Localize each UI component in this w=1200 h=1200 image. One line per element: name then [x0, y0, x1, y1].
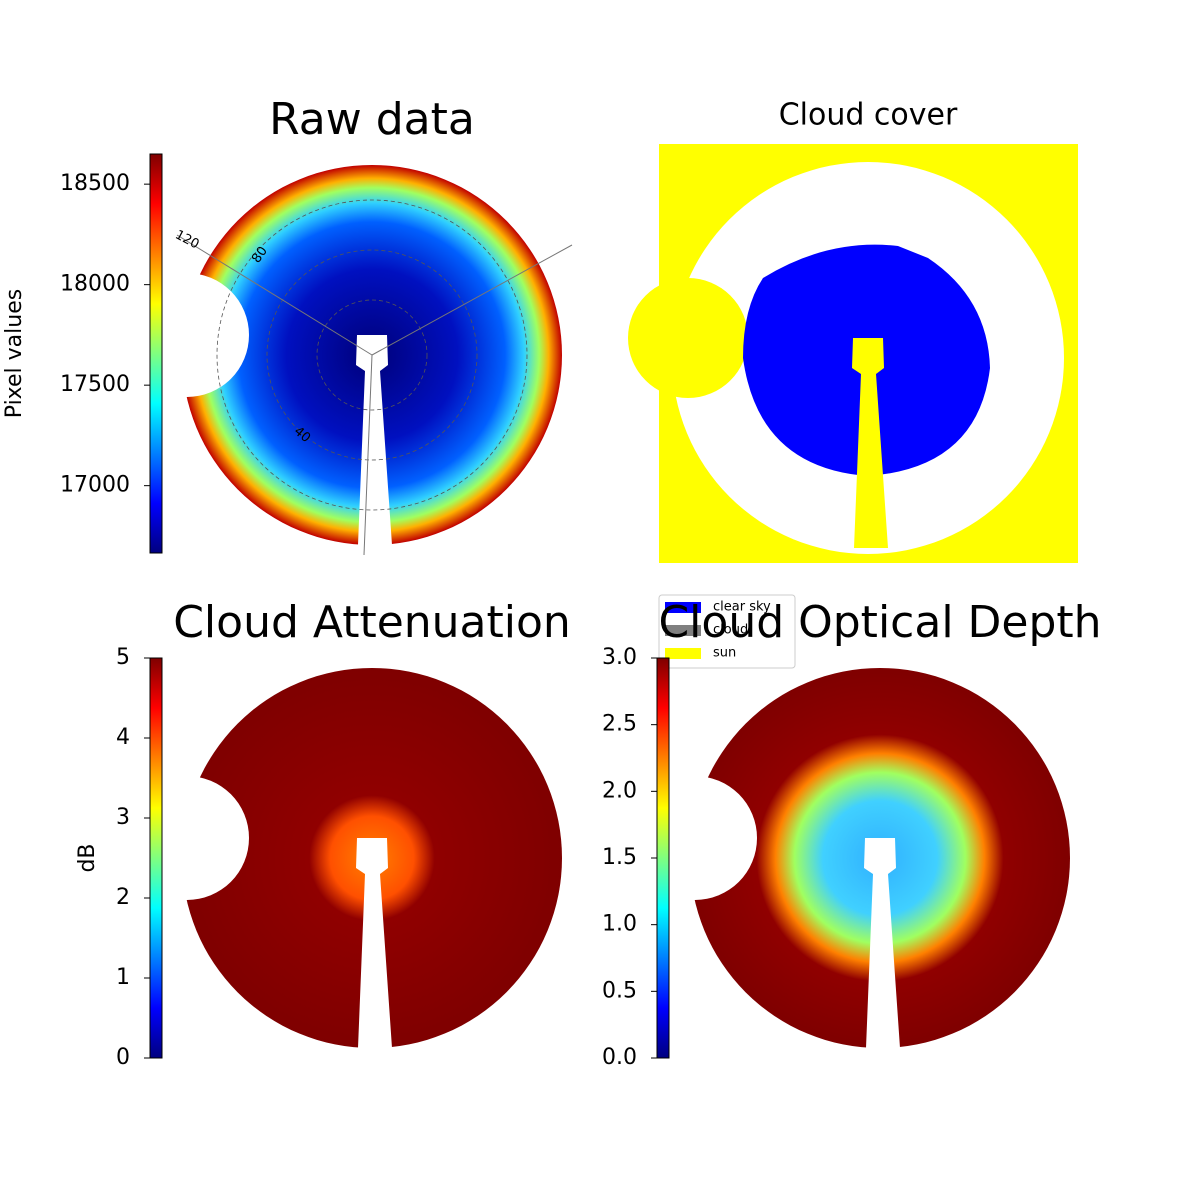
colorbar-tick-label: 17500 [60, 372, 130, 397]
panel-title: Cloud cover [779, 98, 958, 133]
image-cutout [628, 278, 748, 398]
legend-swatch [665, 625, 701, 636]
polar-grid [266, 249, 478, 461]
legend-swatch [665, 648, 701, 659]
colorbar-tick-label: 2.0 [602, 778, 637, 803]
colorbar-tick-label: 0.5 [602, 978, 637, 1003]
sensor-mask [852, 338, 888, 548]
legend: clear sky cloud sun [658, 594, 796, 669]
colorbar-label: Pixel values [2, 289, 27, 418]
colorbar-tick-label: 1.0 [602, 912, 637, 937]
sensor-mask [356, 838, 392, 1048]
polar-grid [316, 299, 428, 411]
image-cutout [633, 776, 757, 900]
colorbar-tick-label: 0.0 [602, 1045, 637, 1070]
legend-label: sun [713, 646, 736, 661]
panel-title: Cloud Attenuation [173, 597, 571, 648]
panel-title: Cloud Optical Depth [658, 597, 1101, 648]
colorbar [149, 657, 163, 1059]
colorbar-tick-label: 18000 [60, 272, 130, 297]
polar-label: 120 [173, 228, 202, 253]
polar-grid [176, 234, 373, 356]
polar-grid [216, 199, 528, 511]
sensor-mask [864, 838, 900, 1048]
colorbar-tick-label: 2 [116, 885, 130, 910]
legend-label: clear sky [713, 600, 771, 615]
colorbar-tick-label: 3 [116, 805, 130, 830]
panel-title: Raw data [269, 94, 475, 145]
image-cutout [125, 273, 249, 397]
sensor-mask [356, 335, 392, 545]
colorbar-tick-label: 0 [116, 1045, 130, 1070]
colorbar-tick-label: 1.5 [602, 845, 637, 870]
colorbar-tick-label: 4 [116, 725, 130, 750]
colorbar-tick-label: 1 [116, 965, 130, 990]
colorbar-tick-label: 18500 [60, 171, 130, 196]
colorbar [656, 657, 670, 1059]
image-cutout [125, 776, 249, 900]
legend-swatch [665, 602, 701, 613]
colorbar-tick-label: 5 [116, 645, 130, 670]
legend-label: cloud [713, 623, 748, 638]
polar-grid [363, 354, 373, 556]
colorbar-tick-label: 17000 [60, 473, 130, 498]
colorbar-tick-label: 3.0 [602, 645, 637, 670]
colorbar-tick-label: 2.5 [602, 712, 637, 737]
polar-grid [371, 244, 573, 356]
colorbar-label: dB [75, 843, 100, 872]
colorbar [149, 153, 163, 554]
